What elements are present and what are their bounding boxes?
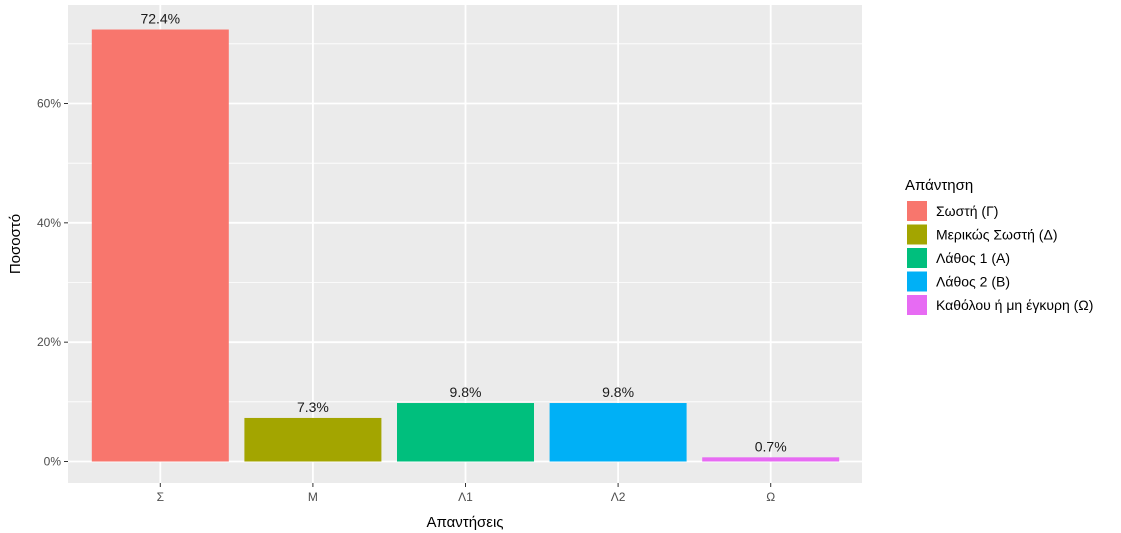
data-label: 7.3%: [297, 399, 329, 415]
bar: [397, 403, 534, 462]
legend-swatch: [907, 271, 927, 292]
x-tick-label: Λ1: [458, 490, 473, 504]
data-label: 72.4%: [140, 11, 180, 27]
value-labels: 72.4% 7.3% 9.8% 9.8% 0.7%: [140, 11, 786, 455]
x-axis-title: Απαντήσεις: [426, 514, 503, 531]
x-tick-label: Λ2: [611, 490, 626, 504]
bar: [702, 457, 840, 462]
y-tick-label: 0%: [44, 455, 62, 469]
legend-label: Μερικώς Σωστή (Δ): [936, 227, 1057, 243]
legend-swatch: [907, 248, 927, 268]
legend-label: Λάθος 1 (Α): [936, 250, 1010, 266]
legend-swatch: [907, 201, 927, 221]
bar: [549, 403, 687, 462]
legend: Απάντηση Σωστή (Γ) Μερικώς Σωστή (Δ) Λάθος…: [905, 177, 1093, 315]
legend-label: Σωστή (Γ): [936, 203, 998, 219]
bar: [244, 417, 382, 462]
y-axis-title: Ποσοστό: [7, 214, 24, 274]
x-tick-label: Ω: [766, 490, 775, 504]
legend-label: Λάθος 2 (Β): [936, 274, 1010, 290]
x-tick-label: Μ: [308, 490, 318, 504]
y-tick-label: 60%: [37, 97, 61, 111]
bars: [91, 29, 840, 462]
legend-swatch: [907, 295, 927, 315]
data-label: 9.8%: [602, 384, 634, 400]
bar: [91, 29, 229, 462]
legend-swatch: [907, 224, 927, 245]
y-tick-label: 40%: [37, 216, 61, 230]
x-tick-label: Σ: [157, 490, 164, 504]
legend-title: Απάντηση: [905, 177, 973, 194]
y-axis: 0% 20% 40% 60%: [37, 97, 68, 469]
data-label: 9.8%: [450, 384, 482, 400]
data-label: 0.7%: [755, 438, 787, 454]
y-tick-label: 20%: [37, 335, 61, 349]
x-axis: Σ Μ Λ1 Λ2 Ω: [157, 483, 775, 504]
legend-label: Καθόλου ή μη έγκυρη (Ω): [936, 297, 1093, 313]
